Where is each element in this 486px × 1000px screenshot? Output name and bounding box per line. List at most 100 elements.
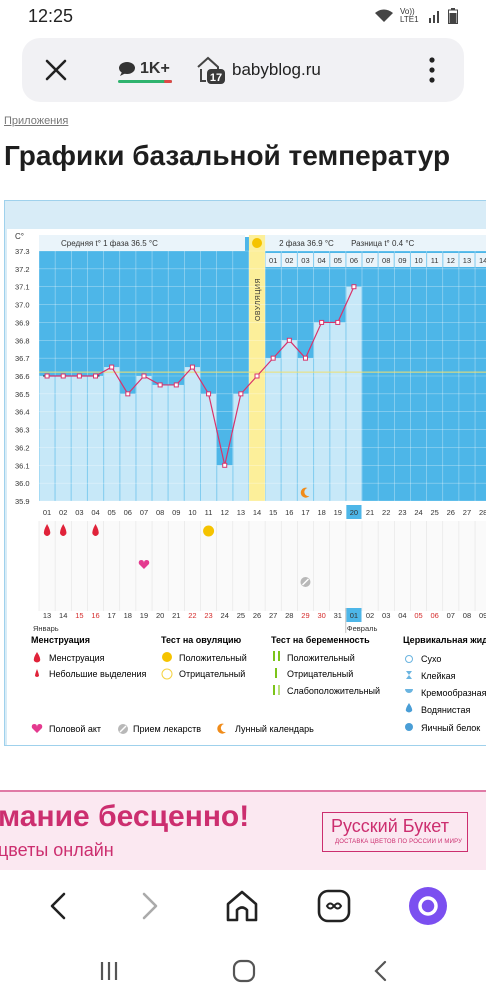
legend-intercourse-heart-icon [31, 724, 43, 733]
legend-intercourse: Половой акт [49, 724, 101, 734]
legend-menstruation-head: Менструация [31, 635, 90, 645]
tabs-icon[interactable]: 17 [194, 55, 226, 85]
ovulation-column [248, 235, 266, 501]
ad-brand-box[interactable]: Русский Букет ДОСТАВКА ЦВЕТОВ ПО РОССИИ … [322, 812, 468, 852]
menstruation-drop-icon [43, 524, 51, 536]
y-tick-label: 36.1 [15, 461, 30, 470]
back-icon[interactable] [36, 884, 80, 928]
home-icon[interactable] [220, 884, 264, 928]
comment-icon [119, 62, 135, 76]
lunar-moon-icon [300, 487, 310, 498]
more-menu-icon[interactable] [422, 54, 442, 86]
cycle-day-label: 10 [188, 508, 196, 517]
tabs-switcher-icon[interactable] [312, 884, 356, 928]
y-tick-label: 36.3 [15, 426, 30, 435]
legend-menstruation-drop-icon [33, 652, 41, 663]
current-day-highlight [346, 505, 362, 519]
alice-assistant-icon[interactable] [406, 884, 450, 928]
date-label: 18 [124, 611, 132, 620]
phase2-day-label: 10 [414, 256, 422, 265]
date-label: 17 [108, 611, 116, 620]
legend-ovtest-neg: Отрицательный [179, 669, 245, 679]
temperature-point [60, 373, 66, 379]
legend-menstruation: Менструация [49, 653, 105, 663]
medication-pill-line [301, 578, 309, 586]
y-tick-label: 36.8 [15, 336, 30, 345]
date-label: 02 [366, 611, 374, 620]
back-system-icon[interactable] [366, 956, 396, 986]
temperature-point [93, 373, 99, 379]
cycle-day-label: 07 [140, 508, 148, 517]
phase2-day-cell [475, 253, 486, 267]
home-system-icon[interactable] [229, 956, 259, 986]
bbt-chart: ОВУЛЯЦИЯ 37.3 37.2 37.1 37.0 36.9 36.8 36.7 36.6… [7, 229, 486, 745]
date-label: 19 [140, 611, 148, 620]
y-tick-label: 36.6 [15, 372, 30, 381]
intercourse-heart-icon [138, 560, 150, 569]
ad-brand-sub: ДОСТАВКА ЦВЕТОВ ПО РОССИИ И МИРУ [335, 839, 463, 845]
date-label: 06 [431, 611, 439, 620]
y-tick-label: 37.0 [15, 301, 30, 310]
cycle-day-label: 16 [285, 508, 293, 517]
cycle-day-label: 09 [172, 508, 180, 517]
phase2-day-cell [394, 253, 410, 267]
phase2-day-cell [330, 253, 346, 267]
month-label-1: Январь [33, 624, 59, 633]
legend-ovtest-head: Тест на овуляцию [161, 635, 242, 645]
legend-pregtest-weak-icon-2 [278, 685, 280, 695]
legend-ovtest-pos-icon [162, 652, 172, 662]
date-label: 07 [447, 611, 455, 620]
temperature-point [351, 284, 357, 290]
phase2-day-label: 03 [301, 256, 309, 265]
comments-button[interactable]: 1K+ [118, 54, 170, 84]
phase2-label: 2 фаза 36.9 °C [279, 239, 334, 248]
close-icon[interactable] [38, 52, 74, 88]
temp-column [55, 376, 71, 501]
legend-cervical-watery-icon [405, 703, 413, 713]
cycle-day-label: 23 [398, 508, 406, 517]
cycle-day-label: 12 [221, 508, 229, 517]
battery-icon [448, 8, 458, 24]
legend-cervical-sticky: Клейкая [421, 671, 456, 681]
legend-lunar: Лунный календарь [235, 724, 314, 734]
phase2-day-cell [362, 253, 378, 267]
date-label: 03 [382, 611, 390, 620]
date-label: 05 [414, 611, 422, 620]
legend-lunar-moon-icon [217, 723, 226, 734]
phase2-day-label: 01 [269, 256, 277, 265]
cycle-day-label: 06 [124, 508, 132, 517]
phase2-day-cell [346, 253, 362, 267]
y-tick-label: 37.2 [15, 265, 30, 274]
phase2-day-label: 13 [463, 256, 471, 265]
legend-cervical-creamy: Кремообразная [421, 688, 486, 698]
temp-column [297, 358, 314, 501]
date-label: 21 [172, 611, 180, 620]
y-tick-label: 36.5 [15, 390, 30, 399]
legend-pregtest-neg: Отрицательный [287, 669, 353, 679]
date-label: 31 [334, 611, 342, 620]
breadcrumb[interactable]: Приложения [4, 115, 69, 127]
forward-icon[interactable] [128, 884, 172, 928]
temp-column [104, 367, 120, 501]
legend-cervical-watery: Водянистая [421, 705, 470, 715]
cycle-day-label: 14 [253, 508, 261, 517]
date-label: 01 [350, 611, 358, 620]
cycle-day-label: 19 [334, 508, 342, 517]
month-label-2: Февраль [347, 624, 378, 633]
recent-apps-icon[interactable] [94, 956, 124, 986]
temperature-point [286, 337, 292, 343]
phase2-day-label: 06 [350, 256, 358, 265]
status-time: 12:25 [28, 6, 74, 26]
phase2-day-cell [281, 253, 297, 267]
temp-column [184, 367, 200, 501]
url-text[interactable]: babyblog.ru [232, 60, 321, 79]
phase2-day-cell [427, 253, 443, 267]
phase2-day-label: 09 [398, 256, 406, 265]
ad-banner[interactable]: мание бесценно! цветы онлайн Русский Бук… [0, 790, 486, 870]
menstruation-drop-icon [60, 524, 67, 536]
date-label: 09 [479, 611, 486, 620]
temp-column [87, 376, 104, 501]
legend-spotting: Небольшие выделения [49, 669, 147, 679]
cycle-day-label: 22 [382, 508, 390, 517]
legend-spotting-drop-icon [35, 669, 39, 677]
